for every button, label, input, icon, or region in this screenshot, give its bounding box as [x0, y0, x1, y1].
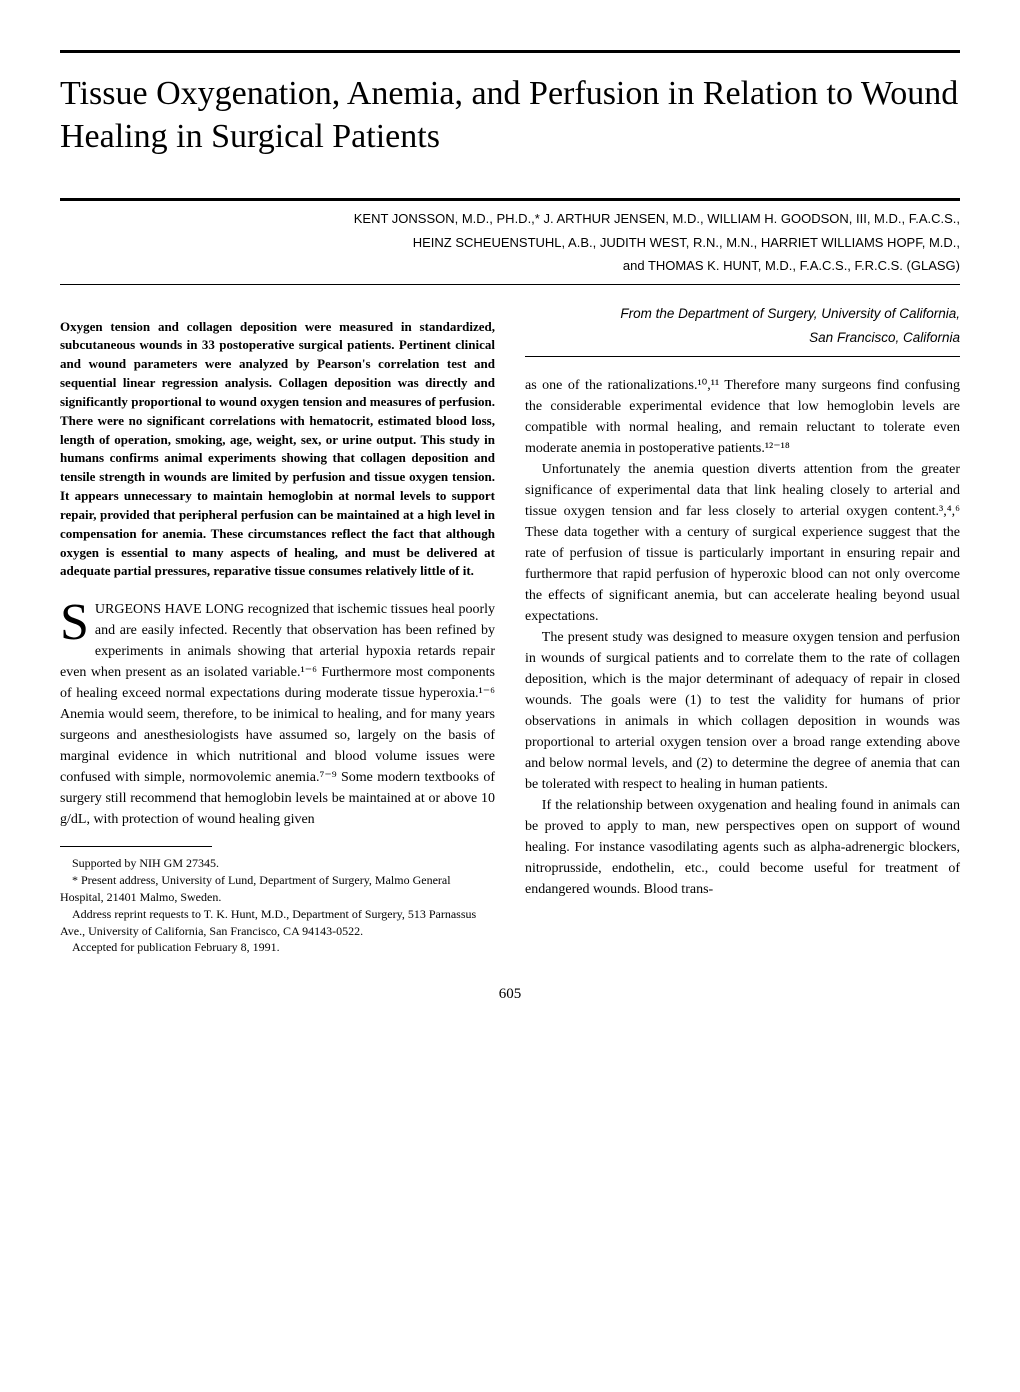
footnote-support: Supported by NIH GM 27345.	[60, 855, 495, 872]
affiliation-line-2: San Francisco, California	[525, 329, 960, 348]
body-right-p3: The present study was designed to measur…	[525, 627, 960, 795]
footnote-accepted: Accepted for publication February 8, 199…	[60, 939, 495, 956]
page-number: 605	[60, 986, 960, 1003]
body-right-p4: If the relationship between oxygenation …	[525, 795, 960, 900]
body-right-p2: Unfortunately the anemia question divert…	[525, 459, 960, 627]
footnote-address: * Present address, University of Lund, D…	[60, 872, 495, 906]
right-column: From the Department of Surgery, Universi…	[525, 305, 960, 957]
body-left-text: URGEONS HAVE LONG recognized that ischem…	[60, 602, 495, 827]
affiliation-line-1: From the Department of Surgery, Universi…	[525, 305, 960, 324]
top-rule	[60, 50, 960, 53]
dropcap: S	[60, 599, 95, 643]
abstract: Oxygen tension and collagen deposition w…	[60, 318, 495, 582]
authors-line-1: KENT JONSSON, M.D., PH.D.,* J. ARTHUR JE…	[60, 209, 960, 229]
body-right-p1: as one of the rationalizations.¹⁰,¹¹ The…	[525, 375, 960, 459]
article-title: Tissue Oxygenation, Anemia, and Perfusio…	[60, 73, 960, 158]
footnote-reprint: Address reprint requests to T. K. Hunt, …	[60, 906, 495, 940]
authors-line-2: HEINZ SCHEUENSTUHL, A.B., JUDITH WEST, R…	[60, 233, 960, 253]
body-left-paragraph: SURGEONS HAVE LONG recognized that ische…	[60, 599, 495, 830]
footnote-rule	[60, 846, 212, 847]
author-bottom-rule	[60, 284, 960, 285]
authors-line-3: and THOMAS K. HUNT, M.D., F.A.C.S., F.R.…	[60, 256, 960, 276]
affiliation-rule	[525, 356, 960, 357]
author-top-rule	[60, 198, 960, 201]
two-column-layout: Oxygen tension and collagen deposition w…	[60, 305, 960, 957]
left-column: Oxygen tension and collagen deposition w…	[60, 305, 495, 957]
